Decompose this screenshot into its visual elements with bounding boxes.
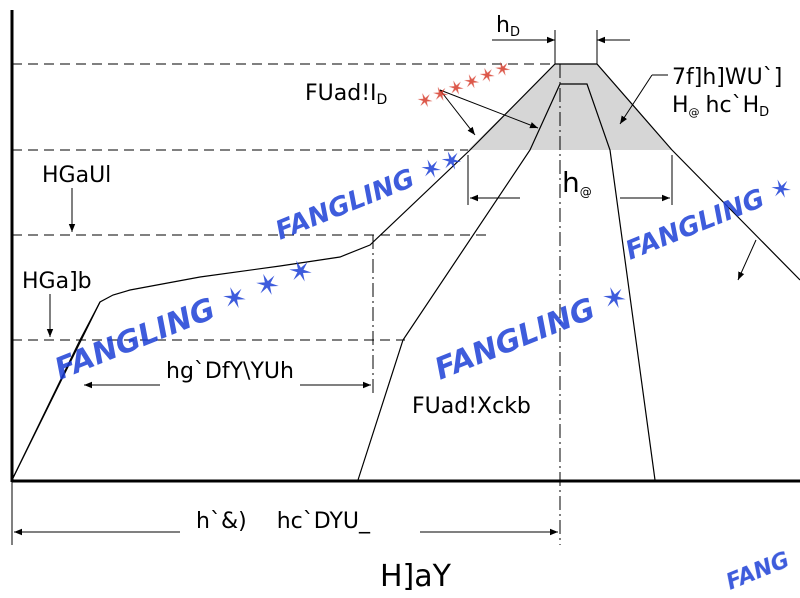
svg-text:FANGLING ✶: FANGLING ✶ [430, 278, 633, 387]
upper-profile-curve [11, 63, 800, 481]
cooling-label-line1: 7f]h]WU`] [672, 65, 782, 90]
preheat-label: hg`DfY\YUh [166, 359, 294, 384]
peak-zone-shade [468, 64, 672, 150]
tp-label: hD [496, 13, 520, 40]
ramp-down-label: FUad!Xckb [412, 394, 531, 419]
ramp-up-arrows [439, 89, 539, 136]
tl-label: h@ [562, 166, 592, 199]
total-time-label: h`&) hc`DYU_ [196, 509, 371, 534]
reference-dashed-lines [12, 63, 555, 341]
cooling-label-line2: H@ hc`HD [672, 93, 769, 120]
level-upper-label: HGaUl [42, 163, 111, 188]
cooling-slope-arrow [737, 239, 757, 281]
watermark-logo: FANGLING ✶ ✶ ✶ FANGLING ✶✶ FANGLING ✶ FA… [50, 55, 798, 596]
tl-dimension [467, 155, 673, 205]
svg-text:FANG: FANG [723, 548, 793, 596]
total-time-dimension [11, 482, 558, 545]
tp-dimension [492, 30, 630, 64]
ramp-up-label: FUad!ID [305, 81, 387, 108]
svg-text:FANGLING ✶✶: FANGLING ✶✶ [271, 144, 467, 247]
cooling-leader [619, 74, 668, 125]
x-axis-title: H]aY [380, 559, 452, 594]
level-lower-label: HGa]b [22, 269, 92, 294]
svg-text:FANGLING ✶: FANGLING ✶ [621, 172, 797, 266]
lower-profile-curve [11, 301, 101, 481]
